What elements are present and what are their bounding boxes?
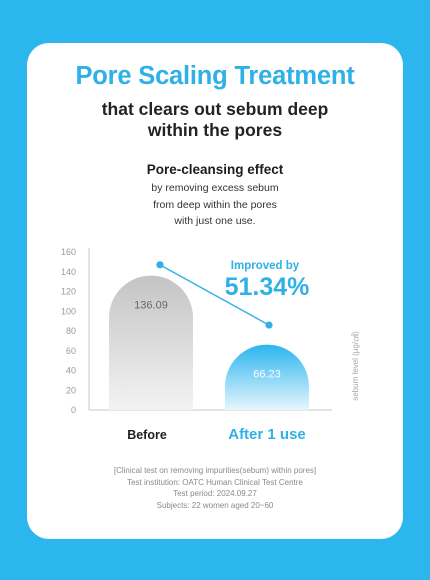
page-subtitle: that clears out sebum deep within the po… xyxy=(101,99,329,140)
y-tick-label: 100 xyxy=(61,306,76,316)
footnote-line: [Clinical test on removing impurities(se… xyxy=(113,466,317,475)
category-label: Before xyxy=(127,428,167,442)
effect-heading-wrap: Pore-cleansing effect xyxy=(27,161,403,179)
page-title: Pore Scaling Treatment xyxy=(75,62,355,90)
footnote: [Clinical test on removing impurities(se… xyxy=(27,465,403,511)
footnote-line: Test period: 2024.09.27 xyxy=(173,489,257,498)
sebum-bar-chart: 0 20 40 60 80 100 120 140 160 136.09 66.23 Improv… xyxy=(61,247,360,443)
effect-description: by removing excess sebum from deep withi… xyxy=(151,182,279,227)
bar-after xyxy=(225,344,309,410)
trend-point xyxy=(265,321,273,329)
footnote-line: Test institution: OATC Human Clinical Te… xyxy=(127,477,303,487)
improved-label: Improved by xyxy=(231,260,300,272)
trend-line xyxy=(159,264,270,326)
y-tick-label: 60 xyxy=(66,346,76,356)
bar-value-label: 66.23 xyxy=(253,369,281,381)
y-tick-label: 40 xyxy=(66,366,76,376)
y-tick-label: 140 xyxy=(61,267,76,277)
y-tick-label: 0 xyxy=(71,405,76,415)
bar-before xyxy=(109,275,193,410)
y-axis-label: sebum level (μg/㎠) xyxy=(351,331,360,401)
footnote-line: Subjects: 22 women aged 20~60 xyxy=(156,500,274,510)
y-tick-label: 160 xyxy=(61,247,76,257)
bar-value-label: 136.09 xyxy=(134,300,168,312)
trend-point xyxy=(156,261,164,269)
category-label: After 1 use xyxy=(228,426,306,443)
improved-value: 51.34% xyxy=(225,273,310,301)
y-tick-label: 120 xyxy=(61,287,76,297)
y-tick-label: 20 xyxy=(66,385,76,395)
info-card: Pore Scaling Treatment that clears out s… xyxy=(27,43,403,539)
effect-title: Pore-cleansing effect xyxy=(143,162,287,177)
y-tick-label: 80 xyxy=(66,326,76,336)
